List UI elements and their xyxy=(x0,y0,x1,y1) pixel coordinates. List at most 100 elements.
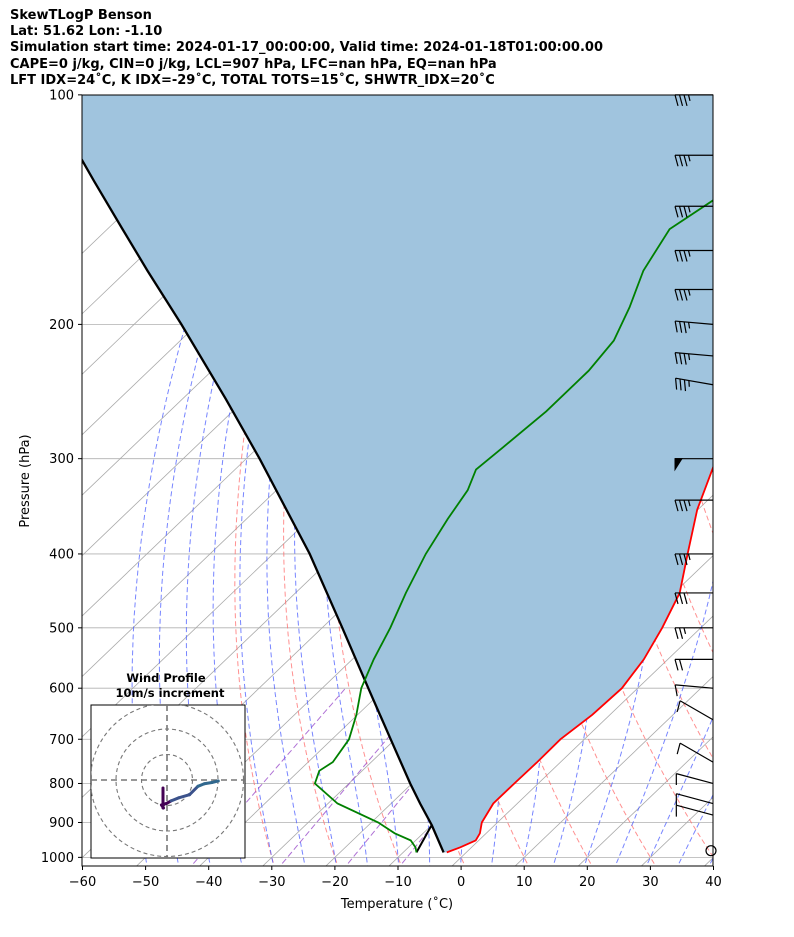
y-tick-label: 500 xyxy=(49,621,74,636)
isotherm-line xyxy=(82,95,248,254)
barb-full xyxy=(683,553,688,566)
chart-header: SkewTLogP Benson Lat: 51.62 Lon: -1.10 S… xyxy=(10,8,790,89)
barb-half xyxy=(683,627,687,635)
wind-barb xyxy=(674,627,713,639)
x-tick-label: −60 xyxy=(69,875,96,890)
wind-barb xyxy=(674,320,714,334)
wind-barb xyxy=(705,845,717,857)
barb-half xyxy=(687,289,691,296)
barb-full xyxy=(674,378,678,390)
barb-half xyxy=(687,250,691,257)
barb-full xyxy=(674,592,679,605)
y-tick-label: 200 xyxy=(49,318,74,333)
barb-staff xyxy=(676,793,714,805)
barb-full xyxy=(674,684,678,697)
wind-barb xyxy=(674,288,713,301)
wind-barb xyxy=(674,205,713,218)
mixing-ratio-line xyxy=(279,687,431,866)
wind-barb xyxy=(674,94,713,107)
hodograph-segment xyxy=(177,793,192,800)
wind-barb xyxy=(676,742,714,763)
barb-full xyxy=(683,499,688,512)
y-axis: 100 200 300 400 500 600 700 800 900 1000 xyxy=(41,88,82,866)
wind-barb xyxy=(674,684,714,697)
barb-staff xyxy=(676,804,714,816)
wind-barb xyxy=(675,773,714,786)
wind-barb xyxy=(674,154,713,167)
barb-staff xyxy=(675,352,714,357)
x-tick-label: −50 xyxy=(132,875,159,890)
moist-adiabat-line xyxy=(185,95,302,866)
barb-full xyxy=(683,94,688,107)
barb-full xyxy=(679,321,683,333)
y-tick-label: 400 xyxy=(49,547,74,562)
barb-half xyxy=(688,353,691,361)
barb-full xyxy=(678,659,684,671)
wind-barb xyxy=(674,249,713,262)
barb-full xyxy=(678,250,684,262)
hodograph-segment xyxy=(188,784,200,797)
wind-barb xyxy=(674,658,713,671)
wind-barb xyxy=(674,377,714,392)
inset-title: Wind Profile xyxy=(126,671,206,685)
barb-full xyxy=(683,353,687,365)
isotherm-line xyxy=(703,857,713,866)
wind-barbs xyxy=(674,94,717,857)
barb-full xyxy=(678,94,684,107)
chart-title: SkewTLogP Benson xyxy=(10,8,152,23)
barb-half xyxy=(687,206,691,213)
index-line: LFT IDX=24˚C, K IDX=-29˚C, TOTAL TOTS=15… xyxy=(10,72,495,88)
x-tick-label: 10 xyxy=(516,875,533,890)
mixing-ratio-line xyxy=(345,687,493,866)
barb-full xyxy=(674,289,679,301)
barb-full xyxy=(678,592,684,605)
barb-full xyxy=(683,289,688,301)
barb-staff xyxy=(675,684,714,689)
barb-full xyxy=(674,627,679,639)
wind-barb xyxy=(675,793,714,806)
dry-adiabat-line xyxy=(786,95,794,871)
dry-adiabat-line xyxy=(720,95,794,871)
barb-full xyxy=(683,250,688,262)
isotherm-line xyxy=(577,736,713,866)
y-tick-label: 100 xyxy=(49,88,74,103)
barb-full xyxy=(678,206,684,218)
barb-full xyxy=(683,155,688,167)
y-tick-label: 600 xyxy=(49,682,74,697)
x-axis-label: Temperature (˚C) xyxy=(340,896,453,912)
inset-plot xyxy=(91,705,245,858)
y-tick-label: 300 xyxy=(49,452,74,467)
wind-barb xyxy=(674,352,714,365)
barb-staff xyxy=(679,742,714,763)
x-tick-label: 20 xyxy=(579,875,596,890)
isotherm-line xyxy=(451,615,713,866)
x-tick-label: 30 xyxy=(642,875,659,890)
hodograph-segment xyxy=(210,779,220,784)
moist-adiabat-line xyxy=(708,857,713,866)
barb-full xyxy=(676,700,681,712)
barb-full xyxy=(674,320,678,333)
dry-adiabat-line xyxy=(753,95,794,871)
moist-adiabat-line xyxy=(645,716,713,866)
y-tick-label: 800 xyxy=(49,777,74,792)
barb-full xyxy=(678,499,684,512)
barb-full xyxy=(674,94,679,107)
barb-full xyxy=(674,155,679,167)
wind-barb xyxy=(674,553,713,566)
barb-full xyxy=(683,379,687,392)
x-axis: −60 −50 −40 −30 −20 −10 0 10 20 30 40 xyxy=(69,866,722,890)
y-tick-label: 900 xyxy=(49,816,74,831)
barb-full xyxy=(674,206,679,218)
hodograph-inset: Wind Profile 10m/s increment xyxy=(90,671,246,859)
y-tick-label: 1000 xyxy=(41,851,74,866)
x-tick-label: 0 xyxy=(457,875,465,890)
barb-full xyxy=(678,553,684,566)
barb-full xyxy=(674,659,679,671)
cape-line: CAPE=0 j/kg, CIN=0 j/kg, LCL=907 hPa, LF… xyxy=(10,56,497,72)
barb-full xyxy=(679,378,682,391)
location-line: Lat: 51.62 Lon: -1.10 xyxy=(10,24,163,40)
plot-layers xyxy=(82,95,794,871)
time-line: Simulation start time: 2024-01-17_00:00:… xyxy=(10,40,603,56)
x-tick-label: −30 xyxy=(258,875,285,890)
